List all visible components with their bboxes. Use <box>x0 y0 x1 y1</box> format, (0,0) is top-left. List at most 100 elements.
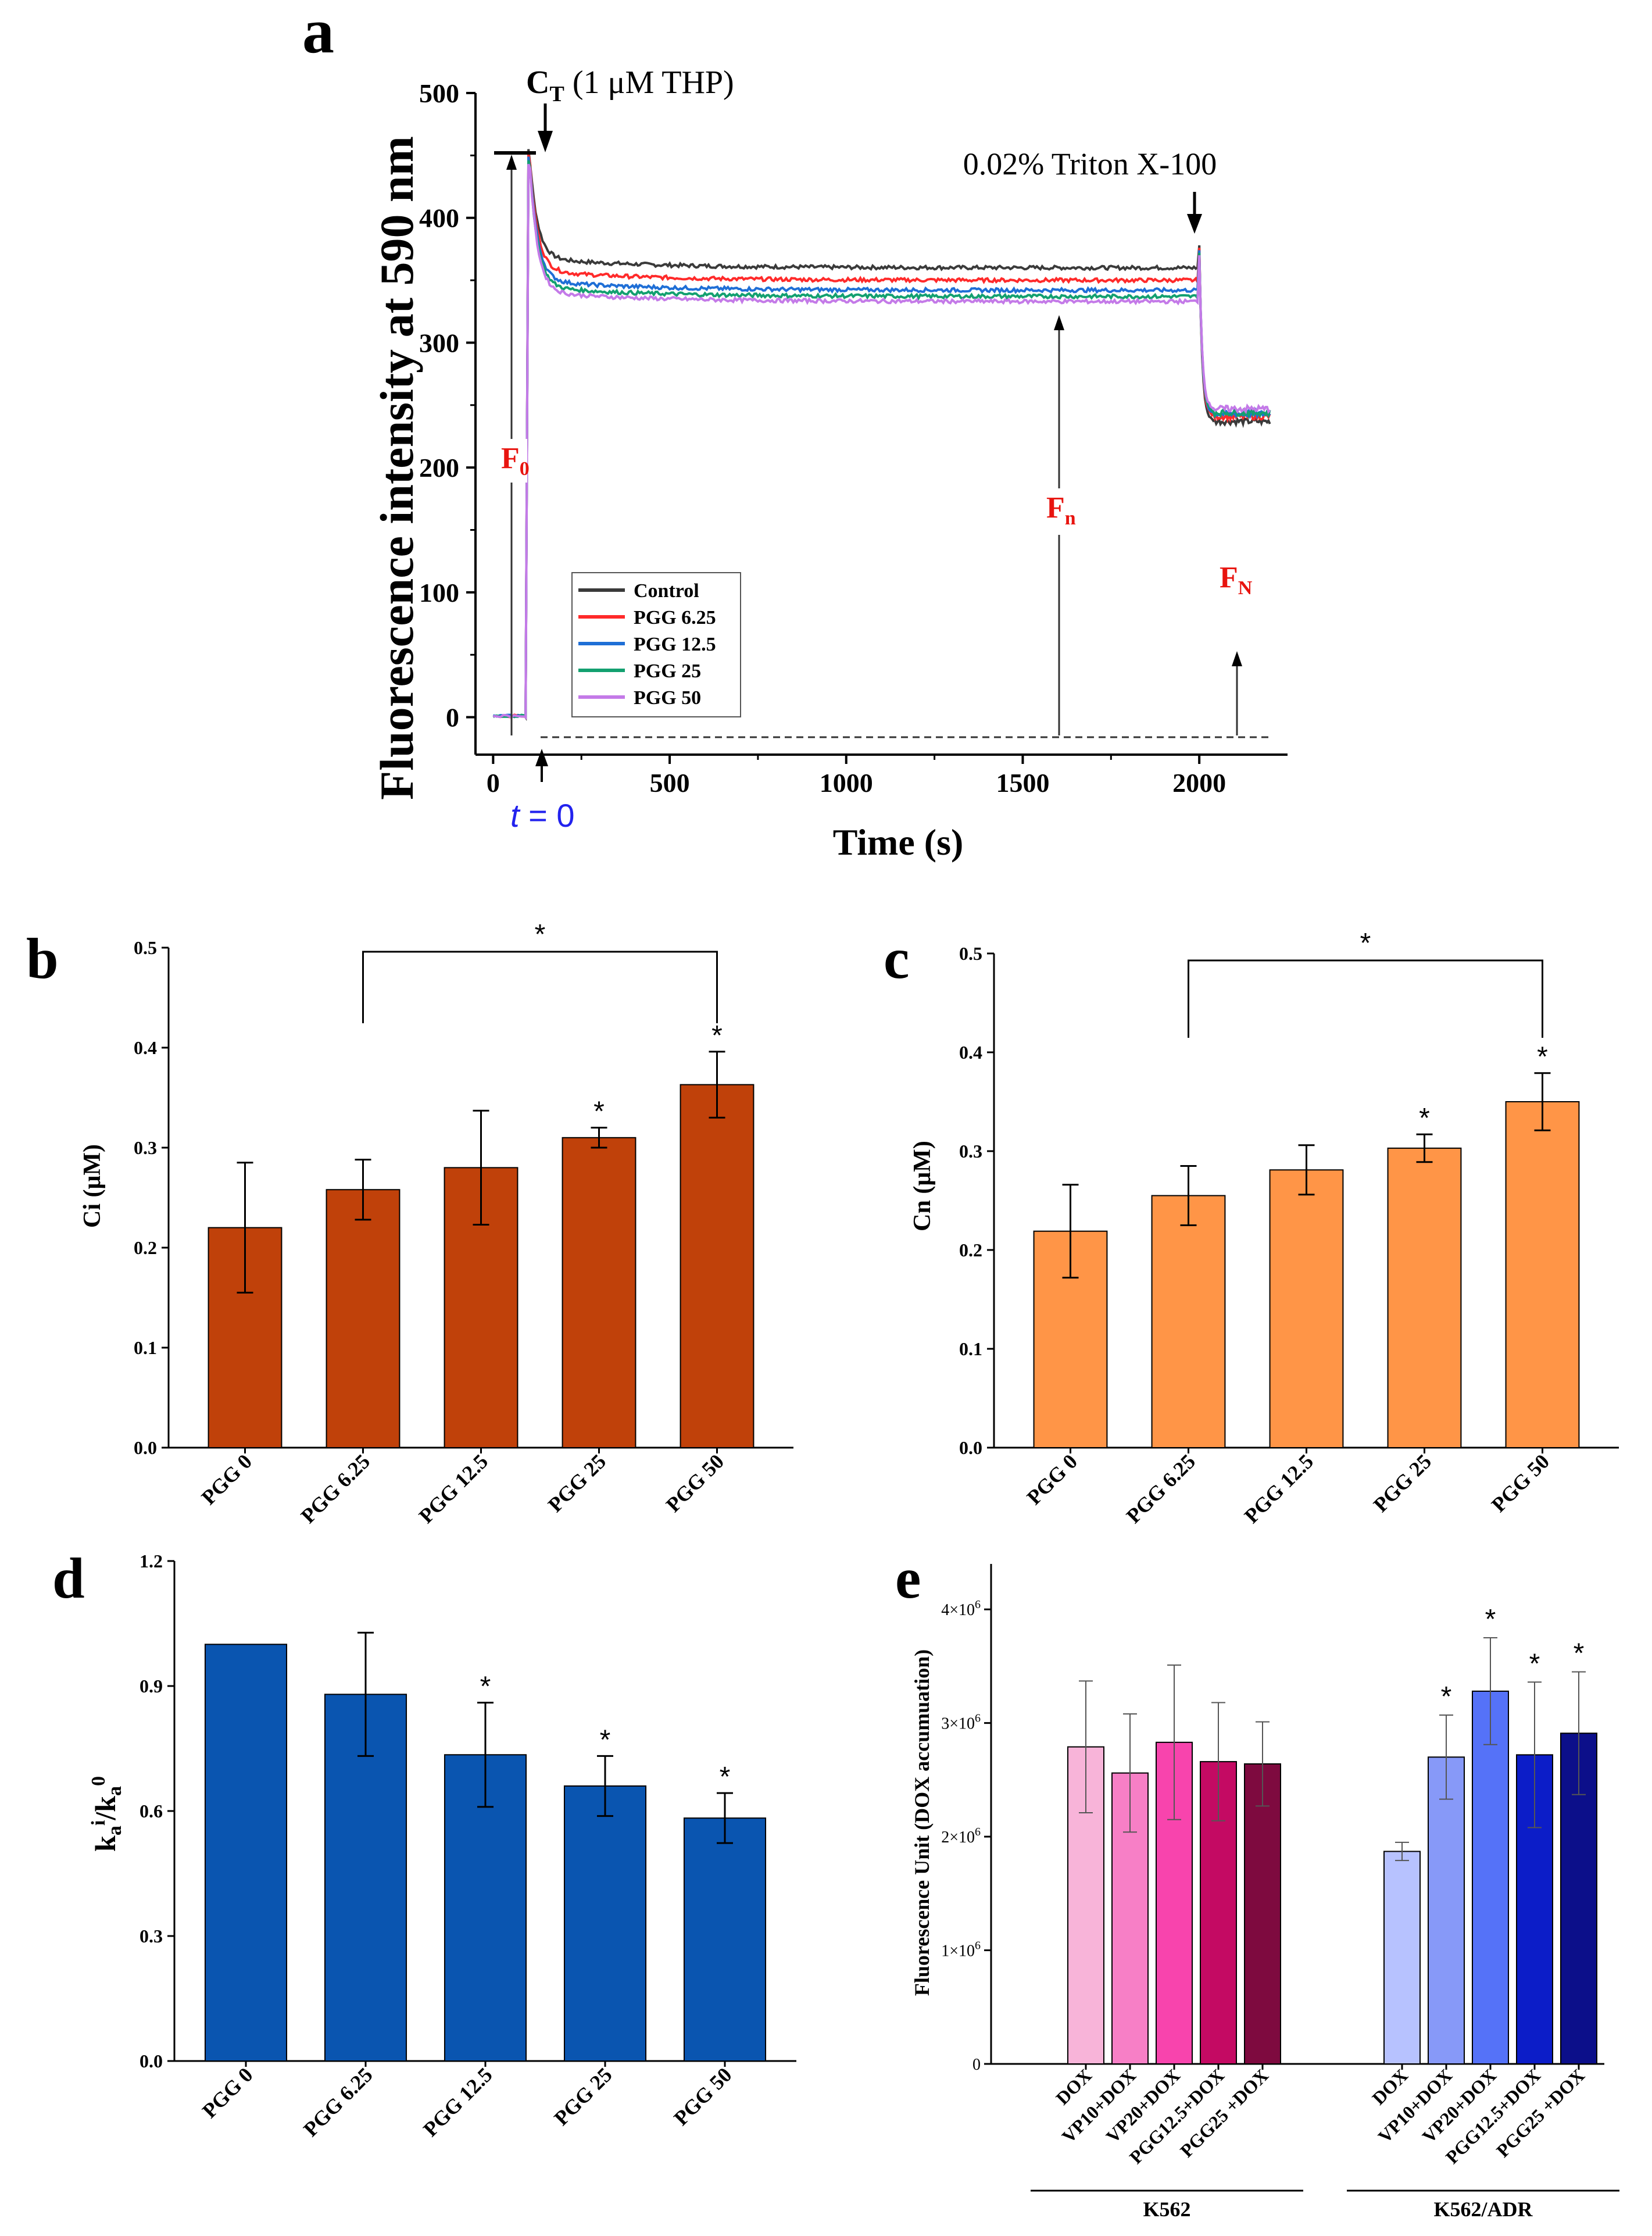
c-chart-category-label: PGG 25 <box>1369 1449 1436 1516</box>
panel-a-series-line-2 <box>492 156 1271 720</box>
panel-a-y-axis-title: Fluorescence intensity at 590 nm <box>370 136 423 800</box>
panel-e-bar-1-1 <box>1428 1756 1465 2064</box>
b-chart-star: * <box>711 1020 723 1051</box>
panel-e-bar-0-4 <box>1244 1763 1281 2064</box>
d-chart-star: * <box>600 1724 611 1755</box>
panel-e-y-tick-exponent: 6 <box>975 1939 981 1952</box>
panel-c-y-axis-title: Cn (μM) <box>909 1141 936 1231</box>
c-chart-y-tick-label: 0.5 <box>959 943 982 964</box>
b-chart-y-tick-label: 0.1 <box>134 1337 157 1358</box>
d-chart-y-tick-label: 0.6 <box>140 1801 163 1821</box>
b-chart-significance-bracket <box>362 951 718 1023</box>
panel-a-fN-label: FN <box>1220 561 1253 599</box>
panel-a-fn-label: Fn <box>1046 491 1076 529</box>
panel-d-ylabel-sub1: a <box>104 1826 126 1835</box>
c-chart-category-label: PGG 0 <box>1022 1449 1082 1509</box>
panel-e-y-tick-label: 4×106 <box>941 1598 981 1619</box>
b-chart-y-tick-label: 0.3 <box>134 1137 157 1158</box>
c-chart-y-tick-label: 0.3 <box>959 1141 982 1162</box>
panel-e-bar-chart: e Fluorescence Unit (DOX accumuation) 0 1… <box>895 1546 1619 2221</box>
c-chart-bar-4 <box>1505 1101 1580 1448</box>
panel-a-ct-label: CT (1 μM THP) <box>526 65 734 106</box>
panel-a-t0-label: t = 0 <box>510 797 575 834</box>
d-chart-bar-4 <box>683 1817 767 2062</box>
panel-e-bar-0-2 <box>1156 1741 1193 2064</box>
b-chart-y-tick-label: 0.2 <box>134 1237 157 1258</box>
panel-a-x-tick-label: 1000 <box>820 768 873 798</box>
panel-d-y-axis-title: kai/ka0 <box>88 1776 126 1852</box>
panel-b-y-axis-title: Ci (μM) <box>79 1144 106 1228</box>
panel-a-fn-arrowhead <box>1054 315 1064 330</box>
panel-a-axes: 0 500 1000 1500 2000 0 100 200 300 400 500 <box>419 78 1288 798</box>
b-chart-bar-1 <box>326 1189 401 1448</box>
panel-a-y-tick-label: 300 <box>419 328 459 358</box>
d-chart-category-label: PGG 12.5 <box>419 2063 496 2141</box>
c-chart-bar-2 <box>1269 1169 1344 1449</box>
panel-e-y-tick-label: 2×106 <box>941 1826 981 1846</box>
panel-e-bar-1-0 <box>1383 1851 1421 2064</box>
panel-a-ct-arrowhead <box>538 131 553 152</box>
panel-b-plot: 0.0 0.1 0.2 0.3 0.4 0.5 PGG 0 PGG 6.25 PGG 12.5 *… <box>134 919 793 1528</box>
panel-d-plot: 0.0 0.3 0.6 0.9 1.2 PGG 0 PGG 6.25 * PGG 12.5 * PG… <box>140 1551 796 2141</box>
panel-a-f0-main: F <box>501 442 520 475</box>
panel-e-y-tick-mantissa: 2×10 <box>941 1828 975 1846</box>
panel-a-triton-arrowhead <box>1187 214 1202 234</box>
d-chart-bar-3 <box>563 1785 647 2062</box>
d-chart-category-label: PGG 25 <box>549 2063 616 2130</box>
panel-e-y-tick-mantissa: 3×10 <box>941 1715 975 1733</box>
panel-e-y-tick-exponent: 6 <box>975 1598 981 1611</box>
panel-a-legend-label: PGG 6.25 <box>634 607 716 628</box>
panel-a-fn-sub: n <box>1065 508 1076 529</box>
panel-a-ct-rest: (1 μM THP) <box>564 65 734 101</box>
panel-a-fN-sub: N <box>1238 577 1253 599</box>
panel-e-y-tick-label: 1×106 <box>941 1939 981 1960</box>
panel-a-t0-arrowhead <box>535 749 548 766</box>
panel-e-star: * <box>1574 1638 1585 1669</box>
b-chart-category-label: PGG 50 <box>661 1449 728 1516</box>
panel-e-y-tick-label: 3×106 <box>941 1712 981 1733</box>
c-chart-bar-1 <box>1151 1195 1226 1448</box>
b-chart-bracket-star: * <box>535 919 546 950</box>
panel-a-line-chart: a Fluorescence intensity at 590 nm Time … <box>302 0 1288 863</box>
c-chart-y-tick-label: 0.4 <box>959 1042 982 1063</box>
panel-a-f0-label: F0 <box>501 442 530 480</box>
c-chart-category-label: PGG 12.5 <box>1240 1449 1318 1527</box>
d-chart-y-tick-label: 0.0 <box>140 2051 163 2071</box>
b-chart-category-label: PGG 6.25 <box>296 1449 374 1527</box>
panel-d-ylabel-sup1: i <box>88 1820 109 1826</box>
panel-a-ct-sub: T <box>549 82 564 106</box>
panel-e-group-label: K562 <box>1143 2198 1190 2221</box>
panel-a-fN-main: F <box>1220 561 1238 594</box>
panel-a-f0-arrowhead <box>506 155 517 170</box>
panel-a-x-tick-label: 500 <box>650 768 690 798</box>
panel-a-letter: a <box>302 0 334 66</box>
panel-a-series-lines <box>492 149 1271 721</box>
panel-a-f0-sub: 0 <box>520 458 530 480</box>
d-chart-y-tick-label: 0.9 <box>140 1676 163 1696</box>
panel-a-series-line-1 <box>493 152 1271 720</box>
c-chart-star: * <box>1537 1042 1548 1073</box>
panel-a-y-tick-label: 500 <box>419 78 459 108</box>
panel-e-y-tick-mantissa: 0 <box>972 2056 981 2074</box>
panel-a-series-line-4 <box>493 163 1271 720</box>
panel-a-fn-label-bg <box>1043 488 1076 535</box>
panel-d-ylabel-sub2: a <box>104 1786 126 1796</box>
c-chart-y-tick-label: 0.1 <box>959 1338 982 1359</box>
panel-a-triton-label: 0.02% Triton X-100 <box>963 147 1217 181</box>
b-chart-y-tick-label: 0.4 <box>134 1037 157 1058</box>
panel-d-ylabel-k1: k <box>89 1835 121 1852</box>
panel-a-legend-label: Control <box>634 580 699 602</box>
c-chart-category-label: PGG 6.25 <box>1122 1449 1200 1527</box>
panel-a-x-tick-label: 0 <box>487 768 500 798</box>
d-chart-y-tick-label: 1.2 <box>140 1551 163 1571</box>
panel-e-letter: e <box>895 1546 921 1610</box>
panel-a-legend-label: PGG 50 <box>634 687 701 709</box>
panel-a-fN-arrowhead <box>1232 651 1242 666</box>
panel-a-fn-main: F <box>1046 491 1065 524</box>
panel-a-y-tick-label: 400 <box>419 203 459 233</box>
panel-e-star: * <box>1529 1648 1540 1679</box>
panel-e-y-axis-title: Fluorescence Unit (DOX accumuation) <box>910 1649 934 1996</box>
panel-e-plot: 01×1062×1063×1064×106DOXVP10+DOXVP20+DOX… <box>941 1564 1619 2221</box>
c-chart-category-label: PGG 50 <box>1487 1449 1554 1516</box>
